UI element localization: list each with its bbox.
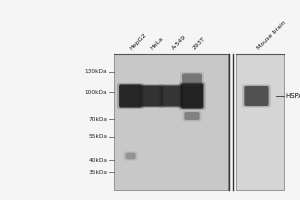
Text: 40kDa: 40kDa [88,158,107,163]
Text: 293T: 293T [192,36,207,51]
Text: 55kDa: 55kDa [88,134,107,139]
FancyBboxPatch shape [178,82,206,110]
Text: HeLa: HeLa [150,36,165,51]
FancyBboxPatch shape [161,85,182,107]
FancyBboxPatch shape [119,84,142,108]
FancyBboxPatch shape [141,85,162,107]
FancyBboxPatch shape [123,151,138,161]
FancyBboxPatch shape [182,73,202,87]
Text: 70kDa: 70kDa [88,117,107,122]
FancyBboxPatch shape [139,84,164,108]
Text: A-549: A-549 [171,35,188,51]
FancyBboxPatch shape [242,84,271,108]
Text: HSPA1A: HSPA1A [285,93,300,99]
FancyBboxPatch shape [125,153,136,159]
FancyBboxPatch shape [182,110,202,121]
FancyBboxPatch shape [117,83,144,109]
Text: 100kDa: 100kDa [85,90,107,95]
Text: 35kDa: 35kDa [88,170,107,175]
FancyBboxPatch shape [159,84,184,108]
FancyBboxPatch shape [244,86,269,106]
Text: HepG2: HepG2 [129,32,148,51]
FancyBboxPatch shape [180,72,204,88]
Text: Mouse brain: Mouse brain [256,20,287,51]
Bar [114,54,228,190]
FancyBboxPatch shape [184,112,200,120]
FancyBboxPatch shape [181,83,203,109]
Bar [236,54,284,190]
Text: 130kDa: 130kDa [85,69,107,74]
